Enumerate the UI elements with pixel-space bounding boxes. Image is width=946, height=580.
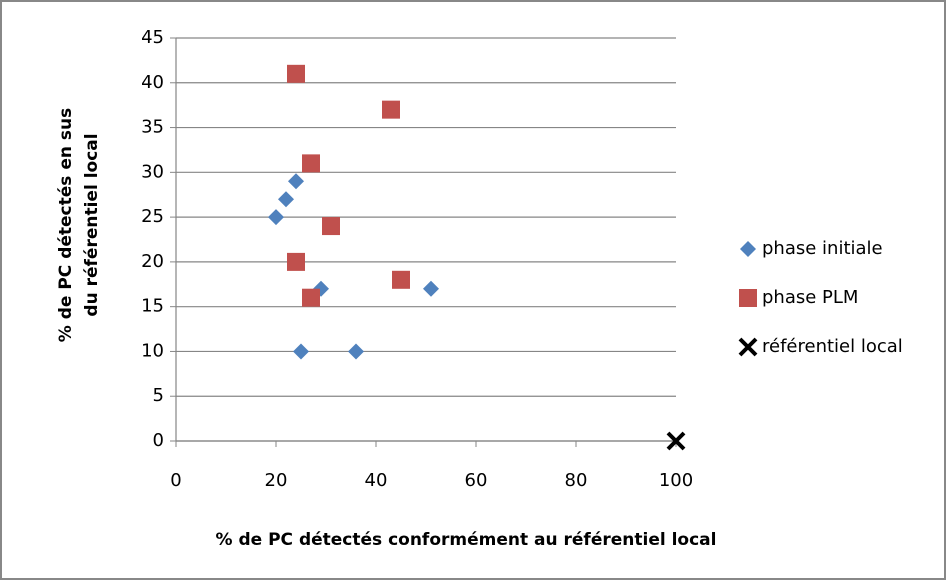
point (293, 343, 309, 360)
y-axis-label: % de PC détectés en sus du référentiel l… (56, 108, 102, 342)
point (666, 431, 686, 451)
y-tick-label: 10 (141, 340, 164, 361)
point (278, 191, 294, 208)
y-tick-label: 35 (141, 117, 164, 138)
point (423, 280, 439, 297)
legend-marker (739, 289, 757, 307)
y-tick-label: 40 (141, 72, 164, 93)
x-tick-label: 80 (565, 470, 588, 491)
point (392, 270, 410, 289)
legend-marker (738, 337, 758, 357)
y-axis-label-line: du référentiel local (82, 133, 102, 316)
x-tick-label: 0 (170, 470, 181, 491)
point (302, 288, 320, 307)
x-axis-label: % de PC détectés conformément au référen… (216, 530, 717, 550)
legend-marker (740, 241, 756, 257)
y-tick-label: 45 (141, 27, 164, 48)
y-tick-label: 20 (141, 251, 164, 272)
legend-label: phase initiale (762, 238, 883, 259)
y-tick-label: 30 (141, 161, 164, 182)
y-tick-label: 5 (153, 385, 164, 406)
y-tick-label: 15 (141, 296, 164, 317)
point (348, 343, 364, 360)
point (287, 252, 305, 271)
x-tick-label: 100 (659, 470, 693, 491)
legend-label: phase PLM (762, 287, 858, 308)
point (382, 100, 400, 119)
point (288, 173, 304, 190)
x-tick-label: 40 (365, 470, 388, 491)
point (302, 154, 320, 173)
point (287, 64, 305, 83)
y-tick-label: 0 (153, 430, 164, 451)
y-tick-label: 25 (141, 206, 164, 227)
x-tick-label: 60 (465, 470, 488, 491)
x-tick-label: 20 (265, 470, 288, 491)
point (322, 217, 340, 236)
point (268, 209, 284, 226)
legend-label: référentiel local (762, 336, 903, 357)
y-axis-label-line: % de PC détectés en sus (56, 108, 76, 342)
